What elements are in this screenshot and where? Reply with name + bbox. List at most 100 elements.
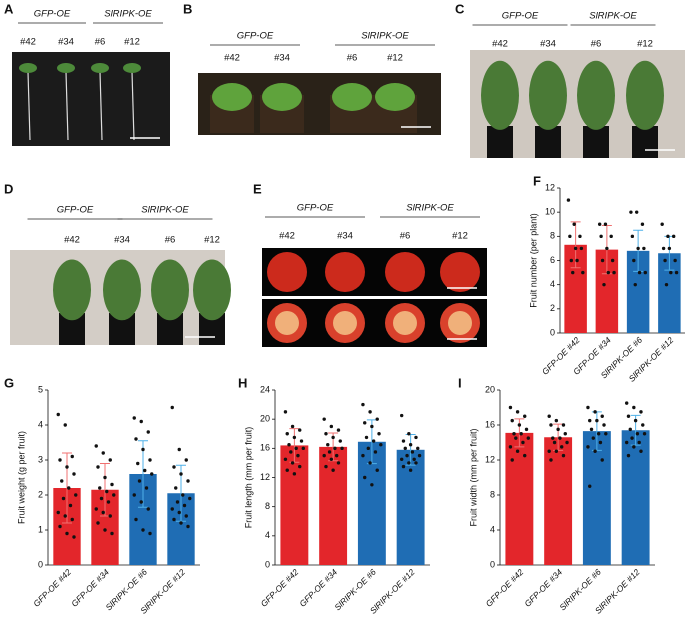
data-point [188, 496, 192, 501]
data-point [523, 414, 527, 418]
panel-letter: D [4, 181, 13, 196]
data-point [547, 414, 551, 418]
data-point [172, 517, 176, 522]
data-point [74, 493, 78, 497]
y-tick-label: 4 [490, 524, 495, 534]
line-label: #12 [204, 235, 220, 246]
data-point [609, 234, 613, 239]
panel-letter: I [458, 375, 462, 390]
data-point [99, 496, 104, 501]
data-point [633, 282, 637, 287]
y-tick-label: 16 [260, 443, 270, 453]
data-point [179, 472, 183, 476]
data-point [417, 453, 422, 458]
panel-letter: G [4, 375, 14, 390]
y-axis-label: Fruit weight (g per fruit) [16, 431, 26, 524]
data-point [63, 514, 67, 518]
data-point [331, 435, 335, 440]
line-label: #6 [400, 231, 411, 242]
leaf [212, 83, 252, 111]
data-point [561, 453, 566, 458]
data-point [519, 432, 523, 436]
line-label: #42 [279, 231, 295, 242]
data-point [591, 436, 596, 440]
data-point [660, 222, 664, 226]
line-label: #42 [224, 53, 240, 64]
data-point [326, 442, 330, 447]
bar [505, 432, 534, 565]
y-tick-label: 0 [490, 559, 495, 569]
pot [632, 126, 658, 158]
foliage [626, 60, 664, 130]
data-point [148, 458, 152, 462]
data-point [368, 410, 372, 414]
data-point [370, 424, 374, 429]
data-point [363, 475, 367, 480]
bar [582, 431, 611, 565]
data-point [605, 246, 609, 251]
data-point [517, 423, 522, 427]
x-tick-label: GFP-OE #34 [522, 567, 564, 609]
data-point [298, 428, 302, 432]
y-tick-label: 5 [38, 384, 43, 394]
data-point [72, 472, 76, 476]
panel-letter: E [253, 181, 262, 196]
bar [621, 430, 650, 565]
data-point [514, 436, 518, 440]
data-point [103, 475, 107, 480]
data-point [563, 432, 567, 436]
data-point [589, 427, 594, 432]
data-point [403, 446, 407, 451]
y-tick-label: 0 [550, 327, 555, 337]
data-point [58, 524, 62, 529]
data-point [600, 258, 605, 263]
line-label: #34 [540, 39, 556, 50]
group-label: GFP-OE [297, 203, 334, 214]
data-point [63, 423, 67, 427]
line-label: #12 [637, 39, 653, 50]
foliage [193, 259, 231, 321]
data-point [322, 417, 326, 421]
data-point [612, 270, 616, 275]
data-point [572, 222, 576, 226]
y-tick-label: 4 [38, 419, 43, 429]
foliage [577, 60, 615, 130]
data-point [331, 468, 335, 472]
data-point [72, 535, 76, 539]
data-point [628, 427, 632, 432]
data-point [132, 493, 136, 497]
leaf [57, 63, 75, 73]
y-tick-label: 20 [260, 414, 270, 424]
data-point [401, 439, 406, 443]
data-point [96, 465, 100, 469]
data-point [67, 486, 71, 490]
data-point [568, 234, 572, 239]
pot [487, 126, 513, 158]
data-point [569, 258, 574, 263]
data-point [292, 435, 297, 440]
foliage [151, 259, 189, 321]
bar [544, 437, 573, 565]
panel-letter: F [533, 173, 541, 188]
data-point [559, 445, 564, 449]
y-tick-label: 8 [490, 489, 495, 499]
tomato [267, 252, 307, 292]
locule [333, 311, 357, 335]
y-tick-label: 12 [485, 454, 495, 464]
data-point [565, 440, 569, 445]
y-tick-label: 2 [38, 489, 43, 499]
data-point [299, 439, 304, 443]
data-point [290, 461, 295, 465]
data-point [370, 483, 374, 487]
data-point [56, 510, 60, 515]
data-point [641, 423, 645, 427]
data-point [407, 432, 411, 436]
data-point [65, 531, 69, 536]
data-point [510, 458, 514, 462]
data-point [606, 270, 611, 275]
data-point [70, 517, 74, 522]
y-tick-label: 8 [550, 231, 555, 241]
bar [396, 449, 425, 565]
y-axis-label: Fruit number (per plant) [528, 213, 538, 308]
data-point [626, 453, 631, 458]
